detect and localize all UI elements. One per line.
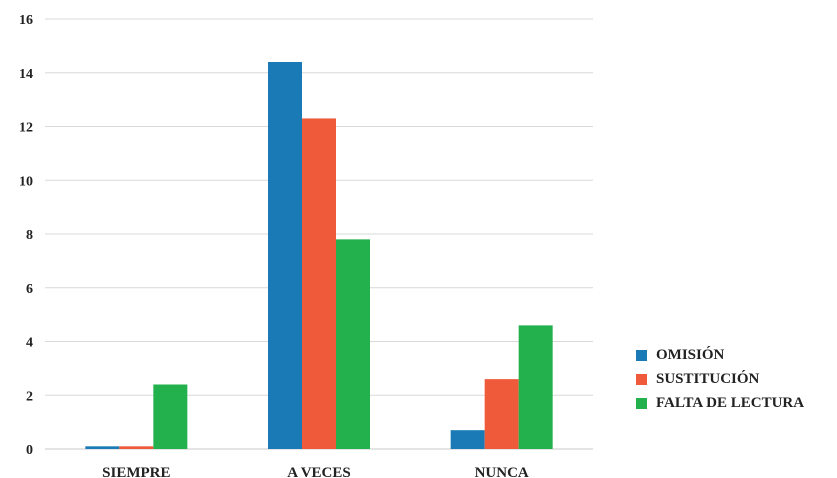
y-tick-label: 12 — [19, 121, 33, 136]
bar — [119, 446, 154, 449]
y-tick-label: 4 — [26, 336, 33, 351]
legend-swatch-omision — [636, 349, 647, 361]
y-tick-label: 2 — [26, 389, 33, 404]
legend-item-falta-de-lectura: FALTA DE LECTURA — [636, 393, 804, 413]
x-axis-category-labels: SIEMPRE A VECES NUNCA — [102, 465, 529, 478]
y-tick-label: 8 — [26, 228, 33, 243]
bar — [484, 379, 519, 449]
legend-item-omision: OMISIÓN — [636, 345, 804, 365]
legend-label-falta-de-lectura: FALTA DE LECTURA — [656, 394, 805, 411]
y-tick-label: 0 — [26, 443, 33, 458]
x-category-label: NUNCA — [475, 465, 529, 478]
legend-label-sustitucion: SUSTITUCIÓN — [656, 370, 760, 387]
bar — [268, 62, 302, 449]
bar — [450, 430, 485, 449]
legend-swatch-falta-de-lectura — [636, 397, 647, 409]
x-category-label: A VECES — [287, 465, 351, 478]
bar — [153, 384, 188, 449]
y-tick-label: 10 — [19, 174, 33, 189]
legend-swatch-sustitucion — [636, 373, 647, 385]
legend-item-sustitucion: SUSTITUCIÓN — [636, 369, 804, 389]
bar — [302, 118, 336, 449]
bar — [336, 239, 370, 449]
x-category-label: SIEMPRE — [102, 465, 170, 478]
y-tick-label: 14 — [19, 67, 33, 82]
bars — [85, 62, 553, 449]
bar — [518, 325, 553, 449]
y-axis-tick-labels: 0 2 4 6 8 10 12 14 16 — [19, 13, 33, 458]
y-tick-label: 6 — [26, 282, 33, 297]
bar — [85, 446, 120, 449]
y-tick-label: 16 — [19, 13, 33, 28]
legend-label-omision: OMISIÓN — [656, 346, 725, 363]
legend: OMISIÓN SUSTITUCIÓN FALTA DE LECTURA — [636, 345, 804, 417]
